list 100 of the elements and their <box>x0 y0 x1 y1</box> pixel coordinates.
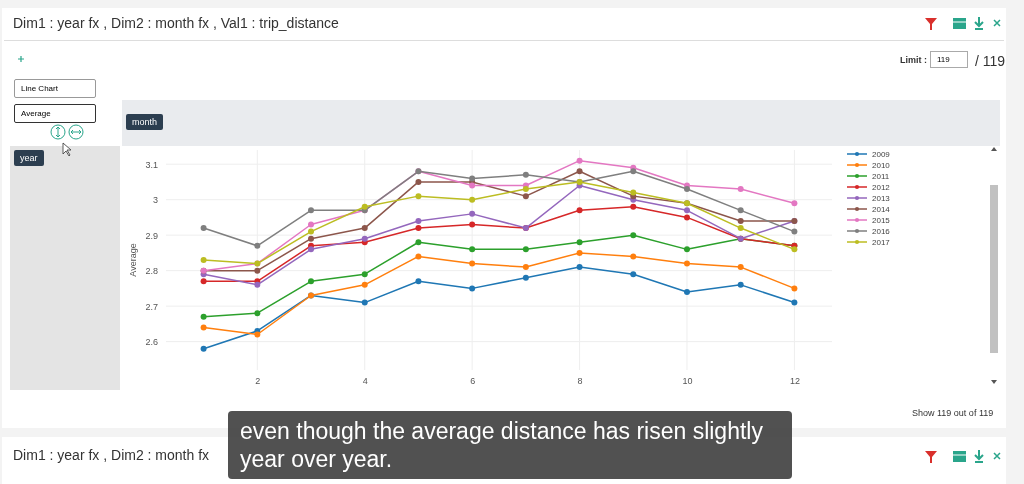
point <box>415 239 422 246</box>
point <box>469 285 476 292</box>
y-tick-label: 3.1 <box>145 159 158 170</box>
point <box>630 232 637 239</box>
point <box>415 193 422 200</box>
text: even though the average distance has risen slightly year over year. <box>228 411 792 479</box>
y-tick-label: 2.9 <box>145 230 158 241</box>
point <box>200 324 207 331</box>
point <box>630 168 637 175</box>
point <box>469 196 476 203</box>
point <box>254 267 261 274</box>
y-tick-label: 3 <box>152 195 158 206</box>
point <box>576 168 583 175</box>
point <box>737 281 744 288</box>
x-tick-label: 10 <box>682 376 693 387</box>
point <box>683 207 690 214</box>
text: month <box>126 114 164 130</box>
text: Line Chart <box>14 79 96 98</box>
point <box>630 189 637 196</box>
point <box>361 281 368 288</box>
point <box>308 246 315 253</box>
y-tick-label: 2.8 <box>145 266 158 277</box>
point <box>522 193 529 200</box>
y-tick-label: 2.6 <box>145 336 158 347</box>
point <box>415 217 422 224</box>
text: year <box>14 150 44 166</box>
point <box>683 186 690 193</box>
point <box>469 182 476 189</box>
point <box>683 260 690 267</box>
point <box>522 264 529 271</box>
legend-label: 2009 <box>872 150 891 159</box>
point <box>791 228 798 235</box>
legend-label: 2014 <box>872 205 891 214</box>
point <box>415 225 422 232</box>
point <box>415 178 422 185</box>
legend-label: 2010 <box>872 161 891 170</box>
point <box>415 278 422 285</box>
point <box>737 217 744 224</box>
point <box>683 214 690 221</box>
point <box>576 157 583 164</box>
text: Show 119 out of 119 <box>912 408 994 418</box>
x-tick-label: 12 <box>789 376 800 387</box>
legend-label: 2013 <box>872 194 891 203</box>
point <box>200 278 207 285</box>
legend-label: 2017 <box>872 238 891 247</box>
point <box>308 278 315 285</box>
point <box>737 225 744 232</box>
point <box>469 246 476 253</box>
point <box>308 221 315 228</box>
point <box>308 228 315 235</box>
point <box>200 257 207 263</box>
point <box>576 207 583 214</box>
point <box>200 313 207 320</box>
point <box>522 186 529 193</box>
point <box>630 271 637 278</box>
point <box>683 246 690 253</box>
x-tick-label: 4 <box>362 376 368 387</box>
point <box>469 210 476 217</box>
y-axis-title: Average <box>128 243 138 277</box>
point <box>576 239 583 246</box>
legend-label: 2016 <box>872 227 891 236</box>
point <box>791 299 798 306</box>
point <box>522 171 529 178</box>
text: Limit : <box>900 55 927 65</box>
point <box>576 264 583 271</box>
point <box>254 242 261 249</box>
point <box>576 249 583 256</box>
x-tick-label: 8 <box>577 376 583 387</box>
point <box>361 203 368 210</box>
legend-label: 2011 <box>872 172 890 181</box>
point <box>308 207 315 214</box>
point <box>522 246 529 253</box>
point <box>200 345 207 352</box>
point <box>683 288 690 295</box>
legend-label: 2012 <box>872 183 891 192</box>
x-tick-label: 6 <box>470 376 476 387</box>
text: / 119 <box>975 53 1006 69</box>
point <box>791 246 798 253</box>
chart-title: Dim1 : year fx , Dim2 : month fx , Val1 : trip_distance <box>13 15 339 31</box>
legend-label: 2015 <box>872 216 891 225</box>
point <box>469 221 476 228</box>
text: 119 <box>930 51 968 68</box>
x-tick-label: 2 <box>255 376 261 387</box>
point <box>200 225 207 232</box>
point <box>361 271 368 278</box>
point <box>308 235 315 242</box>
point <box>254 331 261 338</box>
point <box>254 310 261 317</box>
point <box>737 186 744 193</box>
point <box>791 200 798 207</box>
y-tick-label: 2.7 <box>145 301 158 312</box>
text: Dim1 : year fx , Dim2 : month fx <box>13 447 210 463</box>
point <box>361 299 368 306</box>
point <box>630 253 637 260</box>
point <box>361 225 368 232</box>
point <box>630 203 637 210</box>
point <box>737 264 744 271</box>
point <box>361 235 368 242</box>
text: Average <box>14 104 96 123</box>
point <box>791 285 798 292</box>
